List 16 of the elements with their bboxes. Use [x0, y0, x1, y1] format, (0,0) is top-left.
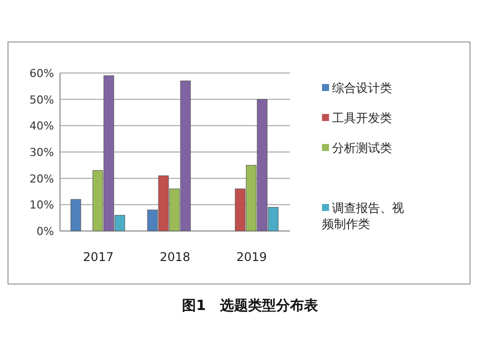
y-tick-label: 10% — [30, 198, 54, 212]
y-tick-label: 60% — [30, 67, 54, 80]
legend-label: 工具开发类 — [332, 111, 392, 125]
legend-label: 调查报告、视频制作类 — [322, 201, 404, 231]
legend-label: 综合设计类 — [332, 81, 392, 95]
caption: 图1 选题类型分布表 — [182, 298, 319, 314]
x-tick-label: 2018 — [160, 250, 190, 264]
y-tick-label: 50% — [30, 93, 54, 106]
x-tick-label: 2019 — [236, 250, 267, 264]
y-tick-label: 20% — [30, 172, 54, 186]
bar — [70, 199, 82, 232]
y-tick-label: 40% — [30, 120, 54, 133]
legend-label: 分析测试类 — [332, 141, 392, 155]
y-tick-label: 0% — [36, 225, 54, 238]
x-tick-label: 2017 — [83, 250, 114, 264]
y-tick-label: 30% — [30, 146, 54, 159]
